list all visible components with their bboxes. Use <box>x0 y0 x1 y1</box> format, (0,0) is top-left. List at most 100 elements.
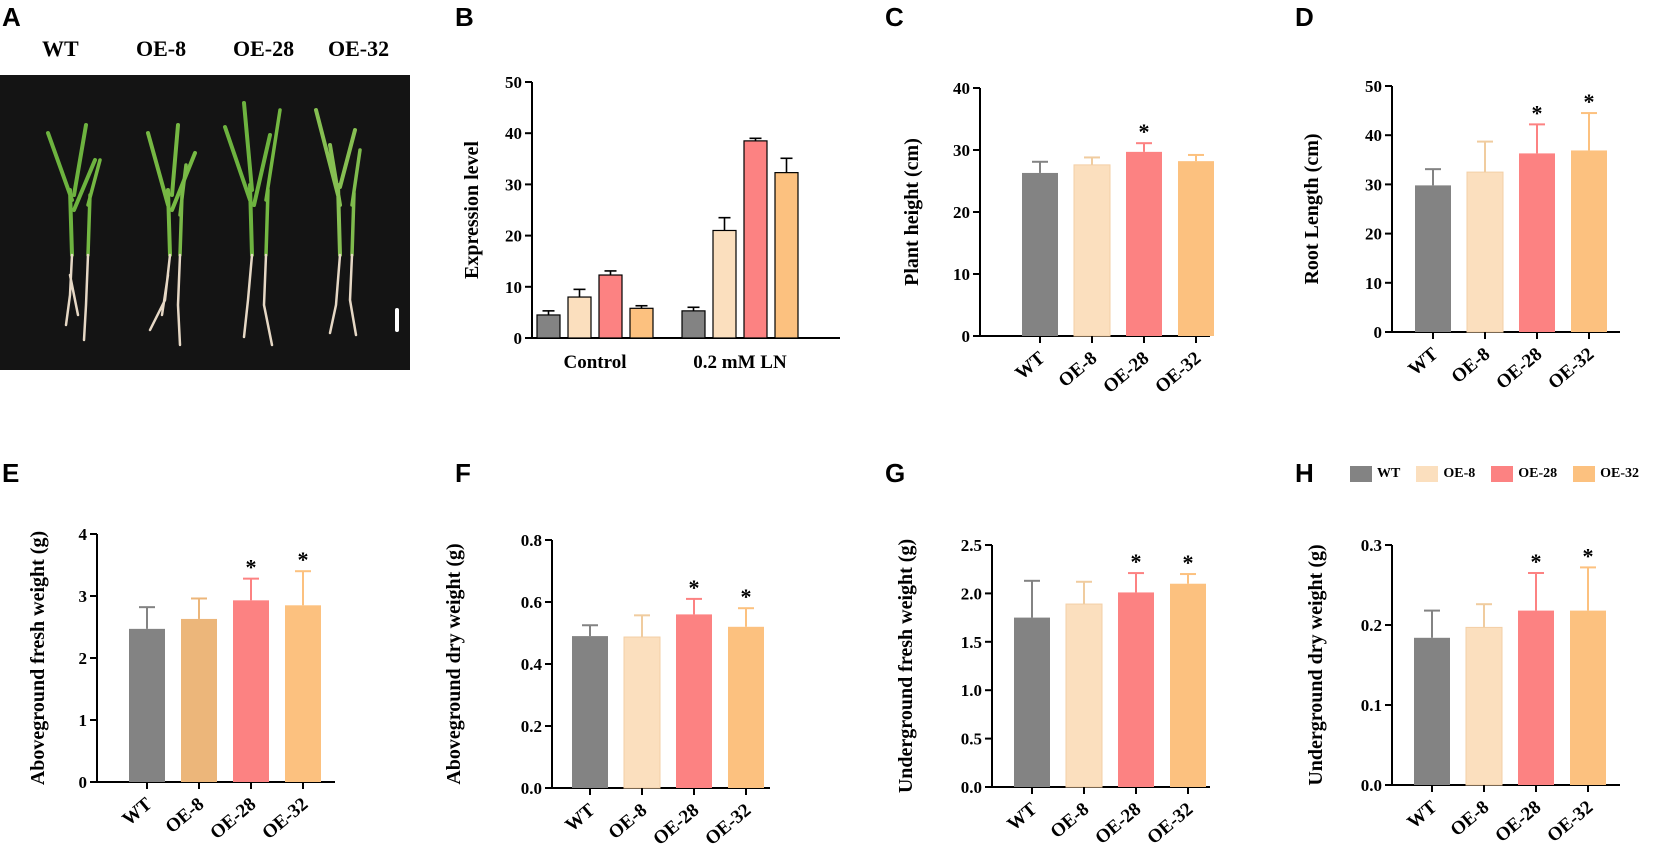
bar-F-OE-32 <box>728 626 764 788</box>
y-tick-label-B: 10 <box>505 278 522 297</box>
photo-label-oe8: OE-8 <box>136 36 187 61</box>
x-tick-label-E-OE-28: OE-28 <box>206 794 260 844</box>
x-tick-label-B: 0.2 mM LN <box>693 352 787 373</box>
bar-F-OE-8 <box>623 636 661 789</box>
seedling-illustration <box>46 101 399 347</box>
y-axis-label-D: Root Length (cm) <box>1301 133 1323 284</box>
bar-D-WT <box>1415 185 1451 332</box>
x-tick-label-H-OE-32: OE-32 <box>1543 797 1597 847</box>
y-tick-label-H: 0.2 <box>1361 616 1382 635</box>
y-axis-label-E: Aboveground fresh weight (g) <box>27 531 49 785</box>
x-tick-label-H-OE-8: OE-8 <box>1447 797 1494 841</box>
bar-B-OE-8-1 <box>712 229 737 339</box>
legend-item-oe28: OE-28 <box>1491 466 1557 482</box>
bar-H-OE-32 <box>1570 610 1606 785</box>
legend-label-oe28: OE-28 <box>1518 466 1558 481</box>
x-tick-label-G-OE-8: OE-8 <box>1047 799 1094 843</box>
y-tick-label-B: 40 <box>505 124 522 143</box>
y-tick-label-F: 0.6 <box>521 593 542 612</box>
y-axis-label-F: Aboveground dry weight (g) <box>443 543 465 784</box>
bar-C-OE-8 <box>1073 164 1111 337</box>
significance-F-OE-32: * <box>741 584 752 609</box>
x-tick-label-H-OE-28: OE-28 <box>1491 797 1545 847</box>
y-tick-label-G: 0.5 <box>961 730 982 749</box>
y-tick-label-E: 3 <box>79 587 88 606</box>
bar-H-OE-28 <box>1518 610 1554 785</box>
legend-item-wt: WT <box>1350 466 1400 482</box>
legend-item-oe32: OE-32 <box>1573 466 1639 482</box>
y-tick-label-G: 2.5 <box>961 536 982 555</box>
significance-G-OE-28: * <box>1131 549 1142 574</box>
x-tick-label-C-WT: WT <box>1011 348 1049 385</box>
bar-F-WT <box>572 636 608 788</box>
bar-D-OE-8 <box>1466 171 1504 333</box>
legend-swatch-oe32 <box>1573 466 1596 482</box>
bar-B-OE-28-1 <box>743 140 768 339</box>
panel-letter-a: A <box>2 2 21 32</box>
panel-letter-b: B <box>455 2 474 32</box>
x-tick-label-E-OE-32: OE-32 <box>258 794 312 844</box>
y-tick-label-E: 0 <box>79 773 88 792</box>
y-tick-label-C: 40 <box>953 79 970 98</box>
y-tick-label-B: 50 <box>505 73 522 92</box>
y-axis-label-H: Underground dry weight (g) <box>1305 544 1327 785</box>
x-tick-label-E-WT: WT <box>118 794 156 831</box>
photo-label-oe32: OE-32 <box>328 36 390 61</box>
y-tick-label-D: 20 <box>1365 225 1382 244</box>
y-tick-label-G: 0.0 <box>961 778 982 797</box>
x-tick-label-D-OE-28: OE-28 <box>1492 344 1546 394</box>
legend-item-oe8: OE-8 <box>1416 466 1475 482</box>
y-axis-label-C: Plant height (cm) <box>901 138 923 286</box>
bar-E-OE-8 <box>181 618 217 782</box>
bar-H-WT <box>1414 637 1450 785</box>
bar-C-WT <box>1022 172 1058 336</box>
y-tick-label-C: 10 <box>953 265 970 284</box>
x-tick-label-G-OE-28: OE-28 <box>1091 799 1145 849</box>
y-tick-label-H: 0.3 <box>1361 536 1382 555</box>
x-tick-label-D-WT: WT <box>1404 344 1442 381</box>
bar-E-WT <box>129 628 165 782</box>
y-tick-label-F: 0.0 <box>521 779 542 798</box>
seedling-photo <box>0 75 410 370</box>
y-axis-label-G: Underground fresh weight (g) <box>895 539 917 793</box>
y-tick-label-C: 0 <box>962 327 971 346</box>
bar-B-OE-8-0 <box>567 296 592 339</box>
y-tick-label-B: 0 <box>514 329 523 348</box>
x-tick-label-C-OE-28: OE-28 <box>1099 348 1153 398</box>
y-tick-label-H: 0.0 <box>1361 776 1382 795</box>
x-tick-label-F-OE-28: OE-28 <box>649 800 703 850</box>
panel-letter-f: F <box>455 458 471 488</box>
x-tick-label-C-OE-8: OE-8 <box>1055 348 1102 392</box>
legend-swatch-oe28 <box>1491 466 1514 482</box>
y-tick-label-C: 20 <box>953 203 970 222</box>
y-tick-label-H: 0.1 <box>1361 696 1382 715</box>
x-tick-label-F-OE-8: OE-8 <box>605 800 652 844</box>
x-tick-label-E-OE-8: OE-8 <box>162 794 209 838</box>
y-tick-label-G: 2.0 <box>961 584 982 603</box>
bar-G-OE-32 <box>1170 583 1206 787</box>
bar-G-OE-8 <box>1065 603 1103 788</box>
significance-D-OE-32: * <box>1584 89 1595 114</box>
y-tick-label-C: 30 <box>953 141 970 160</box>
seedling-oe28 <box>223 101 282 347</box>
y-tick-label-F: 0.2 <box>521 717 542 736</box>
photo-label-oe28: OE-28 <box>233 36 295 61</box>
significance-F-OE-28: * <box>689 575 700 600</box>
bar-B-OE-28-0 <box>598 274 623 339</box>
panel-letter-h: H <box>1295 458 1314 488</box>
x-tick-label-H-WT: WT <box>1403 797 1441 834</box>
bar-B-OE-32-0 <box>629 307 654 339</box>
x-tick-label-G-OE-32: OE-32 <box>1143 799 1197 849</box>
seedling-oe8 <box>146 123 197 347</box>
y-tick-label-B: 30 <box>505 175 522 194</box>
y-tick-label-B: 20 <box>505 227 522 246</box>
y-tick-label-D: 30 <box>1365 175 1382 194</box>
panel-letter-g: G <box>885 458 906 488</box>
legend: WT OE-8 OE-28 OE-32 <box>1350 466 1639 482</box>
y-tick-label-D: 0 <box>1374 323 1383 342</box>
x-tick-label-G-WT: WT <box>1003 799 1041 836</box>
photo-label-wt: WT <box>42 36 79 61</box>
significance-G-OE-32: * <box>1183 550 1194 575</box>
legend-swatch-wt <box>1350 466 1372 482</box>
